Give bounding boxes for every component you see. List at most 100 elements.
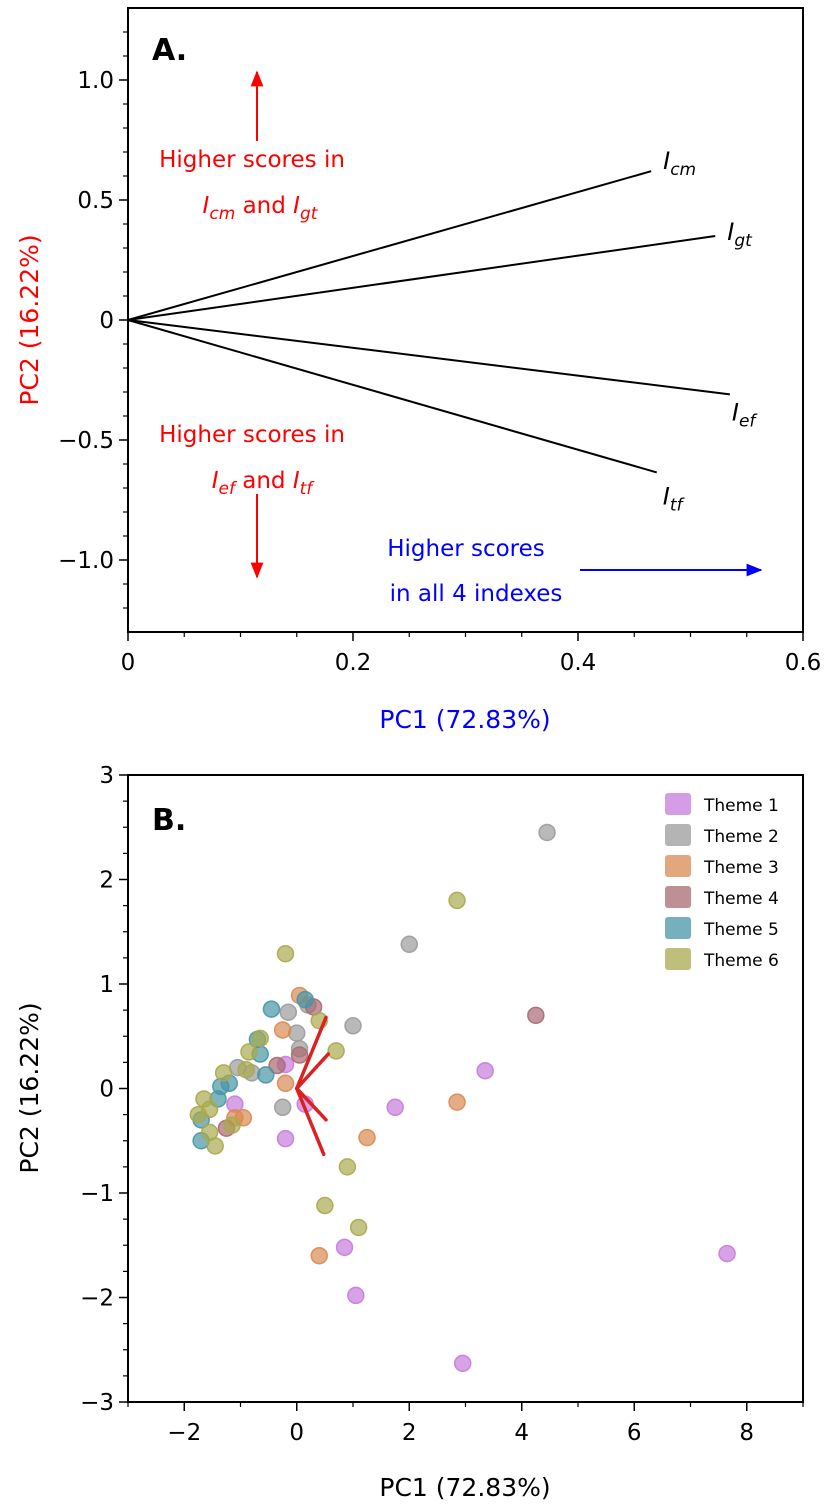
point-theme-5 bbox=[296, 990, 314, 1009]
panel-a-letter: A. bbox=[152, 33, 187, 68]
panel-a-ticks: 0 0.2 0.4 0.6 1.0 0.5 0 −0.5 −1.0 bbox=[58, 31, 822, 676]
panel-b-ylabel: PC2 (16.22%) bbox=[15, 1002, 44, 1173]
loading-vector-gt bbox=[127, 235, 716, 321]
lower-a-sub: ef bbox=[218, 479, 237, 499]
point-theme-2 bbox=[538, 823, 556, 842]
score-loading-vector-1 bbox=[295, 1015, 328, 1091]
legend-label-theme-2: Theme 2 bbox=[703, 827, 779, 847]
loading-label-sub: ef bbox=[739, 411, 758, 431]
loading-label-base: I bbox=[727, 218, 734, 246]
point-theme-6 bbox=[316, 1196, 334, 1215]
point-theme-4 bbox=[268, 1056, 286, 1075]
loading-label-tf: Itf bbox=[663, 482, 686, 515]
y-tick-label: 1.0 bbox=[77, 68, 114, 94]
right-annotation-line1: Higher scores bbox=[387, 536, 545, 562]
loading-label-gt: Igt bbox=[727, 218, 753, 251]
point-theme-6 bbox=[214, 1064, 233, 1082]
y-tick-label: 3 bbox=[99, 763, 114, 789]
point-theme-2 bbox=[288, 1024, 306, 1042]
point-theme-3 bbox=[276, 1074, 295, 1093]
legend-label-theme-5: Theme 5 bbox=[703, 920, 779, 940]
panel-b-loading-vectors bbox=[295, 1015, 330, 1157]
x-tick-label: 8 bbox=[739, 1420, 754, 1446]
legend-swatch-theme-4 bbox=[665, 886, 691, 908]
point-theme-5 bbox=[257, 1066, 275, 1084]
point-theme-6 bbox=[349, 1218, 368, 1237]
x-tick-label: 2 bbox=[402, 1420, 417, 1446]
point-theme-6 bbox=[240, 1043, 258, 1061]
loading-label-base: I bbox=[732, 398, 739, 426]
point-theme-6 bbox=[223, 1116, 241, 1134]
loading-label-base: I bbox=[663, 147, 670, 175]
loading-label-sub: cm bbox=[670, 160, 696, 180]
point-theme-6 bbox=[327, 1042, 345, 1060]
point-theme-1 bbox=[476, 1061, 494, 1080]
panel-b-points bbox=[189, 823, 736, 1373]
legend-label-theme-6: Theme 6 bbox=[703, 951, 779, 971]
y-tick-label: −3 bbox=[80, 1390, 114, 1416]
legend-label-theme-4: Theme 4 bbox=[703, 889, 779, 909]
legend-swatch-theme-6 bbox=[665, 948, 691, 970]
loading-vector-tf bbox=[127, 319, 658, 474]
upper-annotation-line2: Icm and Igt bbox=[203, 193, 319, 224]
panel-b-ticks: −2 0 2 4 6 8 3 2 1 0 −1 −2 −3 bbox=[80, 763, 804, 1446]
panel-b-xlabel: PC1 (72.83%) bbox=[379, 1473, 550, 1502]
point-theme-6 bbox=[251, 1029, 269, 1048]
y-tick-label: −1 bbox=[80, 1181, 114, 1207]
lower-b-base: I bbox=[293, 468, 300, 494]
upper-b-sub: gt bbox=[300, 204, 319, 224]
point-theme-4 bbox=[527, 1006, 545, 1025]
legend-swatch-theme-5 bbox=[665, 917, 691, 939]
point-theme-3 bbox=[310, 1246, 328, 1265]
legend-swatch-theme-3 bbox=[665, 855, 691, 877]
score-loading-vector-3 bbox=[295, 1086, 328, 1122]
x-tick-label: 0.6 bbox=[785, 650, 822, 676]
point-theme-2 bbox=[273, 1098, 292, 1117]
y-tick-label: 0.5 bbox=[77, 188, 114, 214]
lower-a-base: I bbox=[212, 468, 219, 494]
point-theme-6 bbox=[276, 944, 295, 963]
y-tick-label: 0 bbox=[99, 308, 114, 334]
x-tick-label: 0 bbox=[121, 650, 136, 676]
x-tick-label: −2 bbox=[167, 1420, 201, 1446]
loading-label-sub: tf bbox=[670, 495, 686, 515]
x-tick-label: 0.4 bbox=[560, 650, 597, 676]
point-theme-3 bbox=[448, 1093, 466, 1111]
x-tick-label: 0.2 bbox=[335, 650, 372, 676]
upper-b-base: I bbox=[293, 193, 300, 219]
legend-swatch-theme-1 bbox=[665, 793, 691, 815]
loading-label-sub: gt bbox=[734, 231, 753, 251]
panel-a-loading-vectors bbox=[127, 170, 730, 474]
panel-a-ylabel: PC2 (16.22%) bbox=[15, 234, 44, 405]
upper-annotation-line1: Higher scores in bbox=[159, 147, 345, 173]
legend-swatch-theme-2 bbox=[665, 824, 691, 846]
loading-vector-cm bbox=[127, 170, 652, 321]
x-tick-label: 6 bbox=[627, 1420, 642, 1446]
legend: Theme 1 Theme 2 Theme 3 Theme 4 Theme 5 Theme… bbox=[665, 793, 779, 971]
point-theme-2 bbox=[279, 1003, 298, 1021]
point-theme-1 bbox=[718, 1244, 736, 1263]
point-theme-1 bbox=[335, 1238, 354, 1257]
point-theme-3 bbox=[273, 1021, 292, 1039]
loading-label-base: I bbox=[663, 482, 670, 510]
loading-vector-ef bbox=[127, 319, 730, 396]
score-loading-vector-4 bbox=[295, 1086, 326, 1157]
y-tick-label: −0.5 bbox=[58, 428, 114, 454]
point-theme-4 bbox=[290, 1046, 309, 1064]
point-theme-6 bbox=[338, 1158, 357, 1176]
legend-label-theme-3: Theme 3 bbox=[703, 858, 779, 878]
lower-annotation-line1: Higher scores in bbox=[159, 422, 345, 448]
point-theme-1 bbox=[453, 1354, 472, 1373]
upper-a-sub: cm bbox=[209, 204, 235, 224]
point-theme-1 bbox=[276, 1129, 295, 1148]
y-tick-label: 1 bbox=[99, 972, 114, 998]
point-theme-2 bbox=[344, 1017, 362, 1035]
x-tick-label: 4 bbox=[514, 1420, 529, 1446]
x-tick-label: 0 bbox=[289, 1420, 304, 1446]
score-loading-vector-2 bbox=[295, 1052, 330, 1091]
point-theme-1 bbox=[347, 1286, 365, 1305]
point-theme-6 bbox=[206, 1137, 224, 1155]
